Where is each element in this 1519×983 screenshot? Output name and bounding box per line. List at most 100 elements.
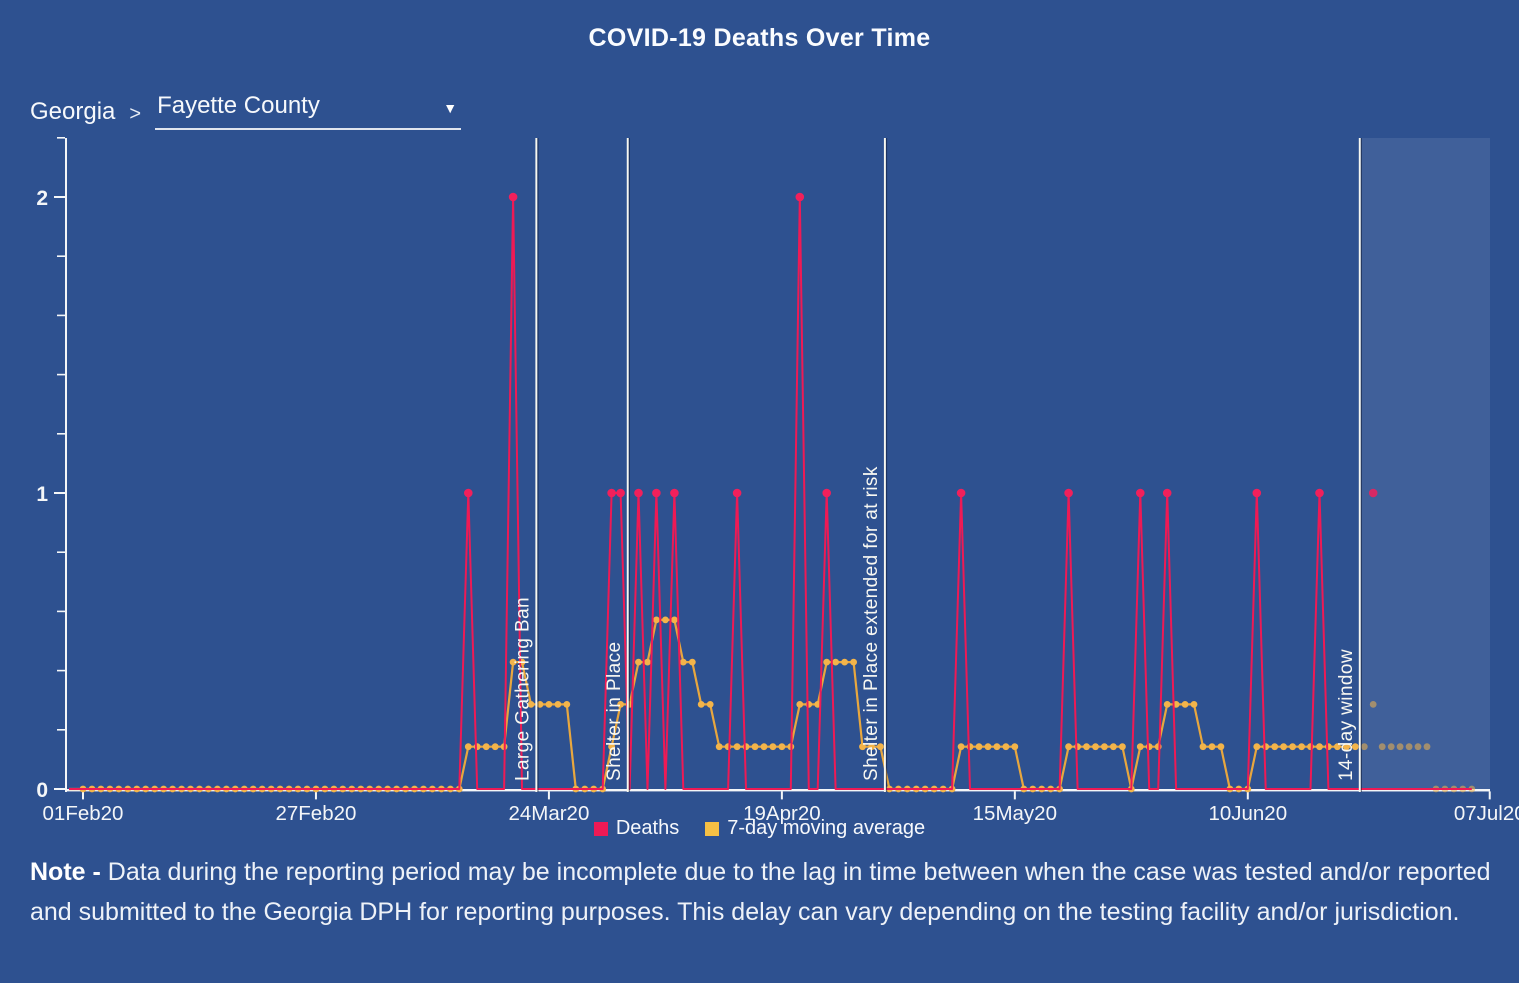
ma-point [491,743,499,751]
event-label: Shelter in Place [604,642,625,781]
ma-point [1074,743,1081,751]
ma-point [662,616,669,624]
legend-item-deaths: Deaths [593,817,680,840]
legend-label-deaths: Deaths [615,817,680,839]
ma-point [509,658,517,666]
breadcrumb-state[interactable]: Georgia [30,98,116,125]
ma-point [841,658,848,666]
event-annotations: Large Gathering Ban Shelter in Place Shelt… [512,138,1362,792]
note-body: Data during the reporting period may be … [30,858,1491,926]
ma-point [859,743,866,751]
note-text: Note - Data during the reporting period … [30,852,1492,932]
ma-point [1378,743,1386,751]
ma-point [563,701,571,708]
deaths-point [616,488,625,498]
ma-point [1110,743,1117,751]
note-prefix: Note - [30,858,101,886]
ma-point [1253,743,1261,751]
ma-point [975,743,983,751]
deaths-swatch [593,821,608,836]
svg-text:10Jun20: 10Jun20 [1208,802,1287,825]
deaths-point [607,488,616,498]
ma-point [679,658,687,666]
county-selector[interactable]: Fayette County ▼ [155,92,462,130]
ma-point [1343,743,1350,751]
deaths-point [508,192,518,202]
ma-point [778,743,786,751]
deaths-point [464,488,473,498]
ma-point [1325,743,1332,751]
moving-average-swatch [705,821,720,836]
deaths-series [69,192,1472,790]
deaths-point [1252,488,1262,498]
ma-point [984,743,992,751]
ma-point [805,701,813,708]
ma-point [617,701,624,708]
ma-point [1199,743,1207,751]
ma-point [671,616,678,624]
deaths-point [1136,488,1145,498]
ma-point [715,743,723,751]
ma-point [1217,743,1225,751]
ma-point [868,743,875,751]
ma-point [473,743,481,751]
svg-text:0: 0 [36,779,48,802]
ma-point [1307,743,1314,751]
ma-point [1351,743,1359,751]
ma-point [850,658,857,666]
ma-point [1092,743,1099,751]
ma-point [1145,743,1153,751]
ma-point [1280,743,1287,751]
axes: 0 1 2 01Feb20 27Feb20 24Mar20 19Apr20 15May20 10… [36,137,1519,825]
ma-point [796,701,804,708]
svg-text:24Mar20: 24Mar20 [508,802,589,825]
deaths-point [652,488,661,498]
ma-point [957,743,965,751]
legend-label-moving-average: 7-day moving average [727,817,926,839]
ma-point [823,658,831,666]
ma-point [733,743,741,751]
svg-text:2: 2 [36,187,48,210]
deaths-point [1368,488,1378,498]
ma-point [1190,701,1198,708]
ma-point [769,743,777,751]
ma-point [1002,743,1010,751]
ma-point [1101,743,1108,751]
ma-point [742,743,750,751]
event-line [535,138,538,792]
ma-point [1423,743,1431,751]
ma-point [482,743,490,751]
page-title: COVID-19 Deaths Over Time [588,24,931,52]
ma-point [644,658,651,666]
reporting-window-shade [1359,138,1490,792]
ma-point [527,701,535,708]
event-label: Large Gathering Ban [512,597,533,781]
ma-point [1360,743,1368,751]
ma-point [545,701,553,708]
ma-point [464,743,472,751]
ma-point [1298,743,1305,751]
deaths-point [1315,488,1324,498]
event-line [1358,138,1361,792]
ma-point [832,658,839,666]
event-line [626,138,629,792]
ma-point [1334,743,1341,751]
ma-point [1271,743,1279,751]
svg-text:19Apr20: 19Apr20 [743,802,821,825]
deaths-point [1162,488,1172,498]
deaths-point [956,488,966,498]
event-label: Shelter in Place extended for at risk [861,466,882,781]
deaths-point [1064,488,1073,498]
ma-point [1414,743,1422,751]
ma-point [1405,743,1413,751]
ma-point [1163,701,1171,708]
ma-point [1396,743,1404,751]
ma-point [653,616,660,624]
svg-text:27Feb20: 27Feb20 [275,802,356,825]
ma-point [635,658,642,666]
ma-point [554,701,562,708]
ma-point [1208,743,1216,751]
ma-point [688,658,696,666]
